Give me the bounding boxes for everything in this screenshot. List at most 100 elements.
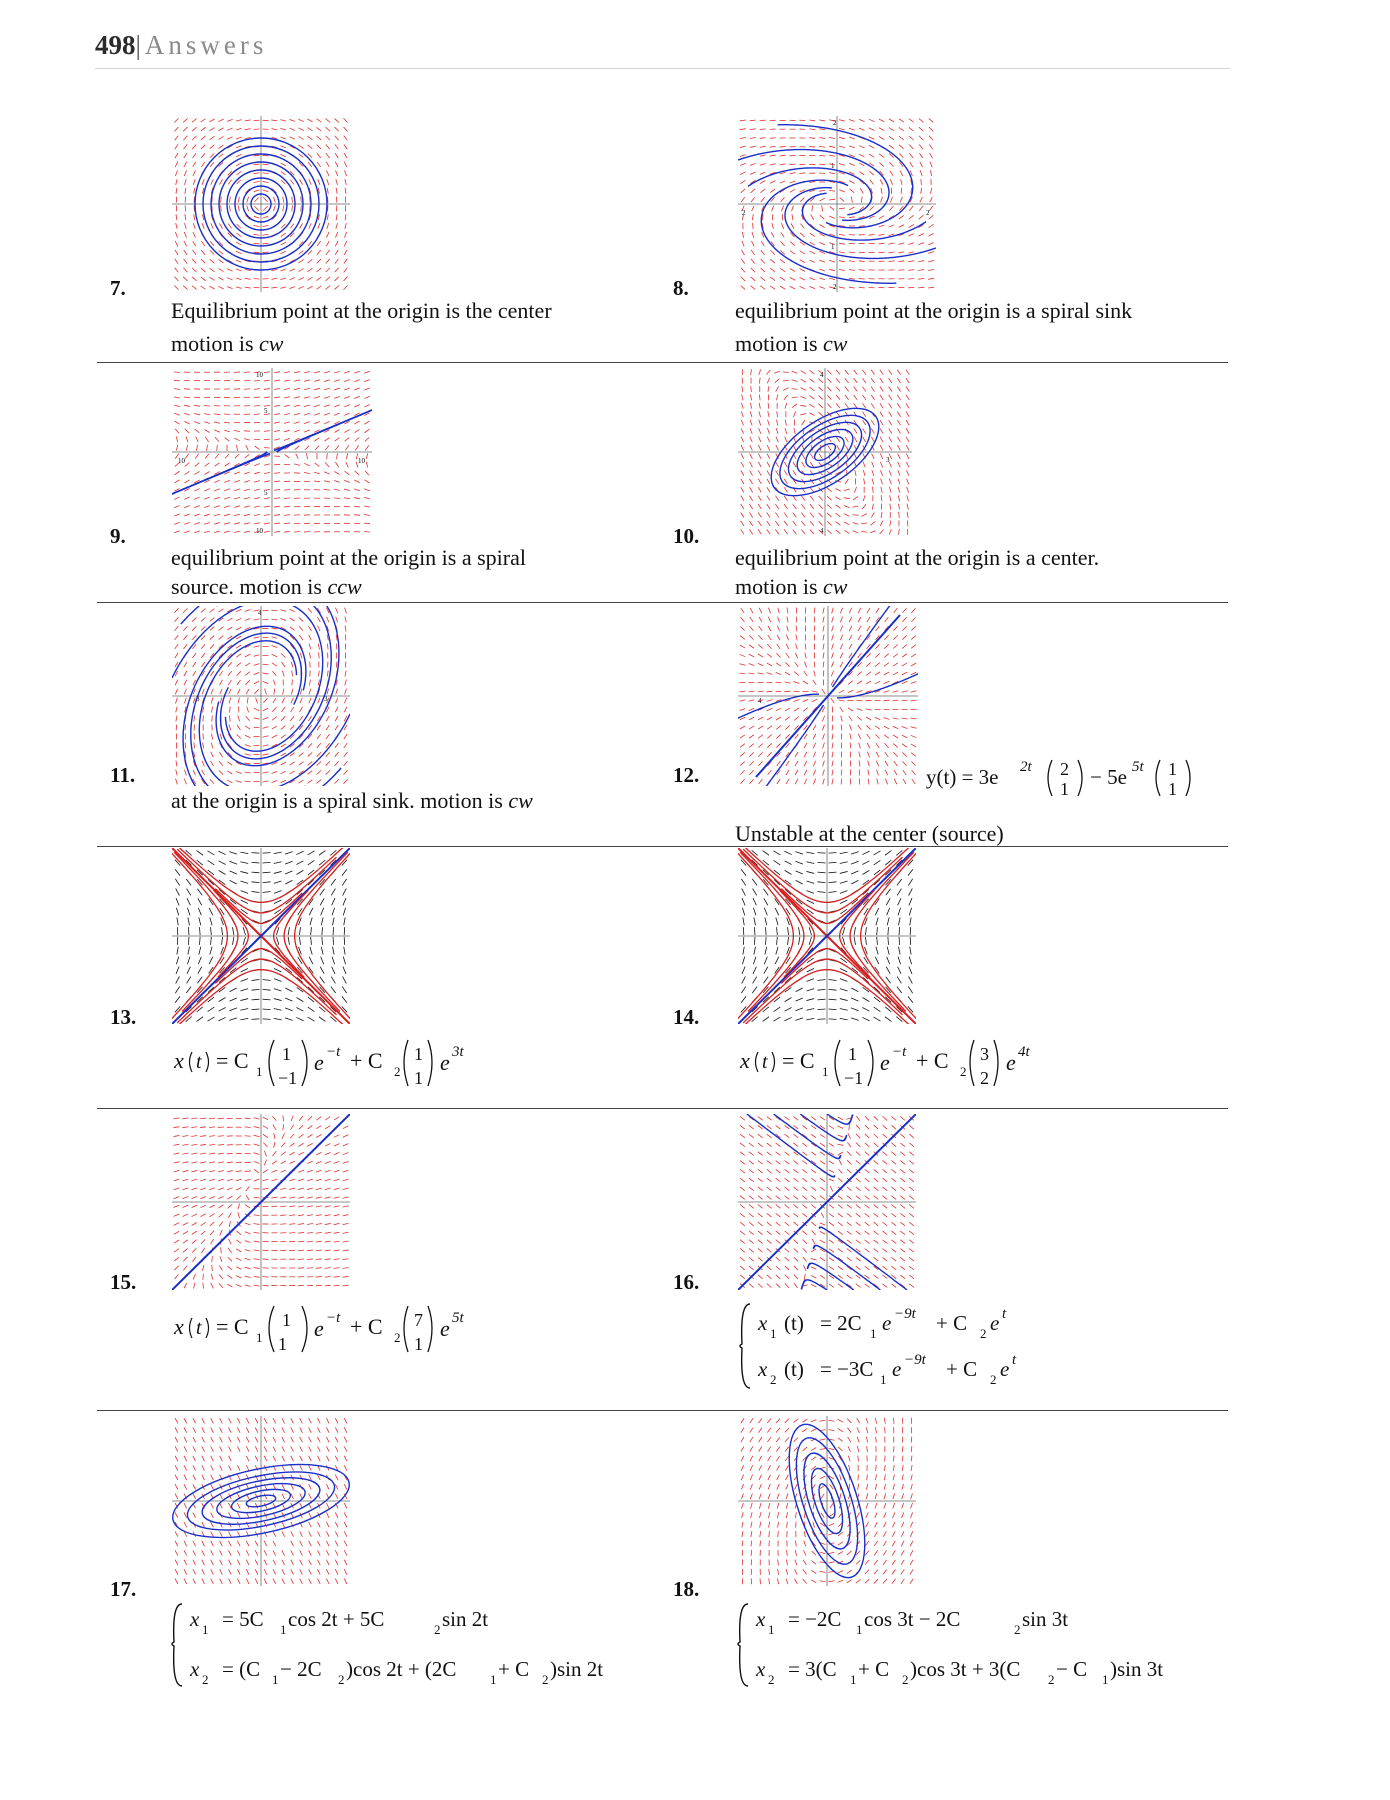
field-arrow [240,968,249,973]
field-arrow [838,699,845,702]
field-arrow [183,240,188,247]
field-arrow [218,250,224,255]
field-arrow [253,480,261,483]
field-arrow [253,530,261,533]
field-arrow [767,1483,771,1490]
field-arrow [345,461,349,468]
field-arrow [864,1168,870,1174]
field-arrow [334,276,340,282]
field-arrow [784,1265,790,1271]
trig-l1-c: sin 3t [1022,1607,1068,1631]
field-arrow [343,1559,348,1566]
trig-l1-c2: 2 [434,1622,441,1637]
field-arrow [237,205,240,212]
field-arrow [272,1417,277,1424]
field-arrow [819,1570,826,1573]
field-arrow [306,1223,313,1225]
field-arrow [749,119,756,122]
field-arrow [227,232,233,238]
trig-sub2: 2 [768,1672,775,1687]
field-arrow [889,161,894,167]
field-arrow [306,1231,313,1234]
field-arrow [341,1006,348,1013]
field-arrow [273,413,281,416]
field-arrow [811,1238,816,1245]
field-arrow [848,661,853,668]
field-arrow [794,760,799,767]
field-arrow [888,386,893,392]
field-arrow [817,861,826,864]
field-arrow [314,445,320,451]
field-arrow [802,1428,808,1433]
field-arrow [766,1186,772,1191]
field-arrow [174,470,180,476]
field-arrow [299,1531,303,1537]
field-arrow [794,652,799,659]
field-arrow [209,144,215,150]
field-arrow [326,1531,330,1537]
field-arrow [254,454,260,459]
field-arrow [174,152,179,159]
field-arrow [766,377,771,384]
field-arrow [874,708,881,711]
field-arrow [786,634,789,641]
field-arrow [851,967,859,974]
field-arrow [784,1195,790,1200]
field-arrow [191,626,197,631]
field-arrow [240,1008,249,1011]
field-arrow [210,1483,214,1490]
field-arrow [262,735,269,738]
field-arrow [865,690,872,693]
field-arrow [316,1116,322,1121]
field-arrow [314,404,320,408]
field-arrow [898,917,901,926]
field-arrow [928,214,934,220]
field-arrow [831,769,834,776]
field-arrow [291,205,293,212]
field-arrow [750,276,756,282]
field-arrow [199,936,201,945]
field-arrow [856,716,863,721]
field-arrow [219,733,223,740]
field-arrow [765,927,767,936]
field-arrow [200,1135,207,1137]
field-arrow [776,411,779,418]
field-arrow [901,726,908,729]
field-arrow [344,470,350,476]
field-arrow [793,1282,798,1289]
field-arrow [262,1187,269,1190]
field-arrow [843,505,850,509]
field-arrow [883,671,890,676]
field-arrow [194,479,200,484]
field-arrow [758,1446,763,1452]
field-arrow [892,1474,895,1481]
field-arrow [202,1273,204,1280]
field-arrow [280,770,287,775]
field-arrow [354,437,360,442]
field-arrow [334,760,339,767]
field-arrow [245,680,251,685]
field-arrow [782,371,789,373]
field-arrow [273,978,282,982]
field-arrow [856,680,863,685]
field-arrow [209,161,215,167]
field-arrow [901,653,908,658]
field-arrow [273,1017,282,1021]
field-arrow [784,1186,790,1191]
field-arrow [901,1502,905,1509]
field-arrow [840,957,848,964]
field-arrow [864,1578,870,1584]
field-arrow [829,251,836,254]
field-arrow [293,463,301,466]
field-arrow [749,162,756,166]
field-arrow [792,444,797,451]
field-arrow [754,927,756,936]
field-arrow [204,462,210,467]
field-arrow [864,1283,870,1288]
field-arrow [191,1239,197,1244]
field-arrow [793,1256,799,1262]
field-arrow [307,860,315,866]
field-arrow [892,717,899,720]
field-arrow [263,404,271,407]
eq-t: t [762,1051,768,1073]
